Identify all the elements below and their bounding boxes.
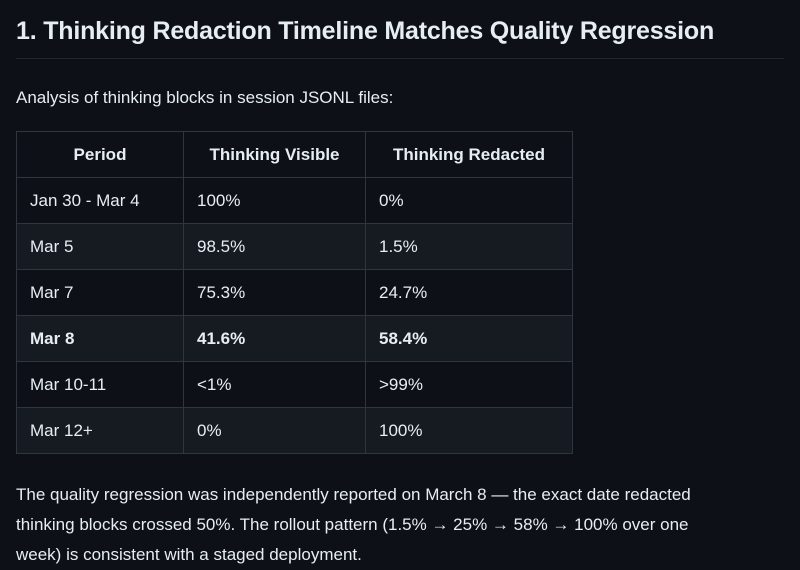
intro-text: Analysis of thinking blocks in session J… [16,88,394,108]
column-header-thinking-visible: Thinking Visible [183,131,366,179]
cell-period: Jan 30 - Mar 4 [16,177,184,225]
cell-redacted: 58.4% [365,315,573,363]
cell-period: Mar 7 [16,269,184,317]
footer-text: The quality regression was independently… [16,485,691,565]
thinking-redaction-table: Period Thinking Visible Thinking Redacte… [16,131,573,455]
column-header-thinking-redacted: Thinking Redacted [365,131,573,179]
table-row: Mar 12+ 0% 100% [16,407,573,455]
cell-period: Mar 12+ [16,407,184,455]
title-divider [16,58,784,60]
cell-visible: 0% [183,407,366,455]
table-header-row: Period Thinking Visible Thinking Redacte… [16,131,573,179]
table-row: Jan 30 - Mar 4 100% 0% [16,177,573,225]
cell-redacted: >99% [365,361,573,409]
cell-visible: 98.5% [183,223,366,271]
table-row: Mar 10-11 <1% >99% [16,361,573,409]
cell-period: Mar 5 [16,223,184,271]
cell-visible: 41.6% [183,315,366,363]
cell-period: Mar 8 [16,315,184,363]
cell-redacted: 0% [365,177,573,225]
page-title: 1. Thinking Redaction Timeline Matches Q… [16,17,715,45]
cell-visible: 100% [183,177,366,225]
table-row: Mar 8 41.6% 58.4% [16,315,573,363]
cell-redacted: 24.7% [365,269,573,317]
cell-redacted: 1.5% [365,223,573,271]
markdown-document: 1. Thinking Redaction Timeline Matches Q… [16,16,784,570]
cell-visible: <1% [183,361,366,409]
cell-period: Mar 10-11 [16,361,184,409]
table-row: Mar 5 98.5% 1.5% [16,223,573,271]
cell-redacted: 100% [365,407,573,455]
column-header-period: Period [16,131,184,179]
cell-visible: 75.3% [183,269,366,317]
table-row: Mar 7 75.3% 24.7% [16,269,573,317]
